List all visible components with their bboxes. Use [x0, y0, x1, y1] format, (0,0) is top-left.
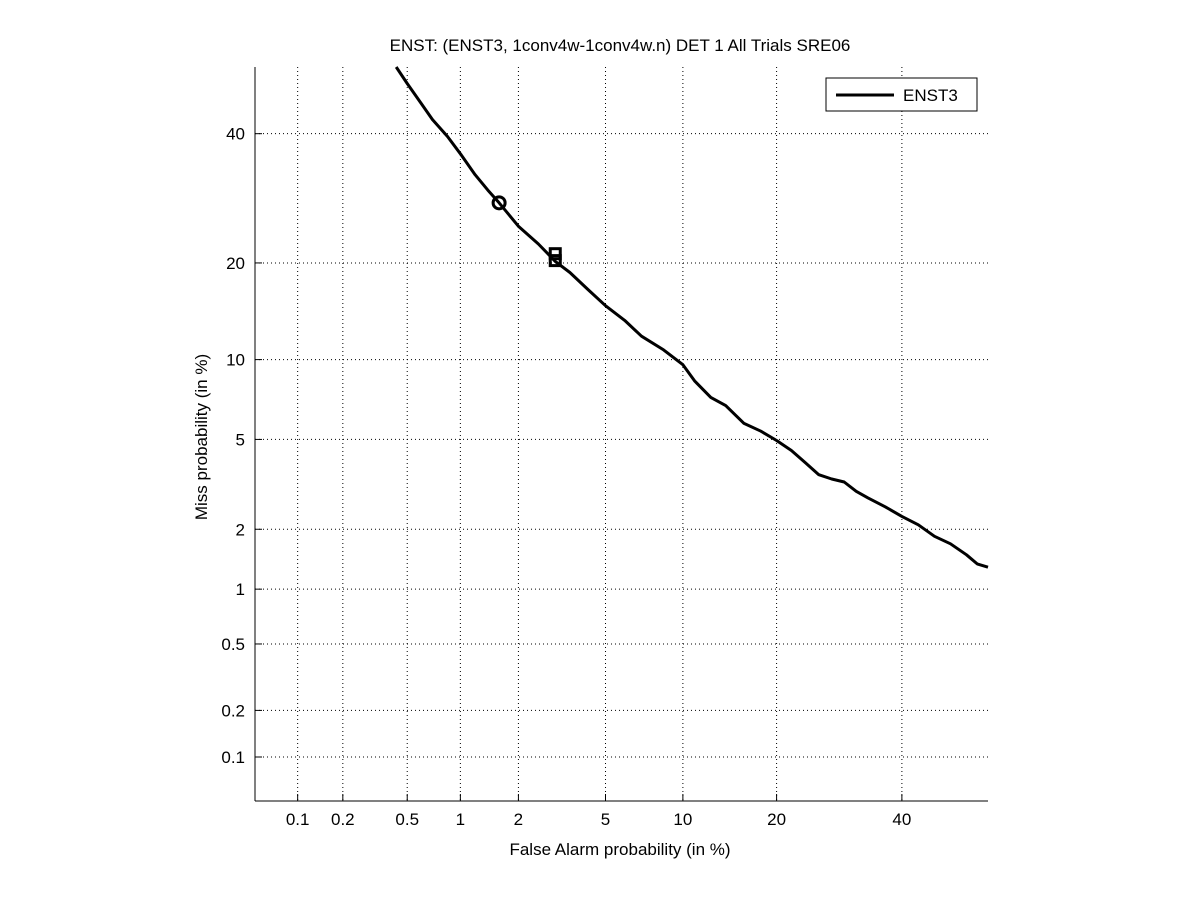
x-axis-label: False Alarm probability (in %)	[509, 840, 730, 859]
legend-label: ENST3	[903, 86, 958, 105]
marker-square-lower	[548, 254, 562, 268]
operating-point-markers	[491, 195, 562, 268]
y-tick-label: 0.5	[221, 635, 245, 654]
chart-title: ENST: (ENST3, 1conv4w-1conv4w.n) DET 1 A…	[390, 36, 851, 55]
y-axis-label: Miss probability (in %)	[192, 354, 211, 520]
y-tick-label: 1	[236, 580, 245, 599]
x-tick-label: 2	[514, 810, 523, 829]
marker-circle	[491, 195, 507, 211]
y-tick-label: 0.2	[221, 701, 245, 720]
x-axis-ticks: 0.1 0.2 0.5 1 2 5 10 20 40	[286, 794, 911, 829]
y-axis-ticks: 0.1 0.2 0.5 1 2 5 10 20 40	[221, 125, 262, 767]
y-tick-label: 2	[236, 520, 245, 539]
x-tick-label: 5	[601, 810, 610, 829]
x-tick-label: 20	[767, 810, 786, 829]
y-tick-label: 40	[226, 125, 245, 144]
plot-area	[255, 67, 988, 801]
y-tick-label: 5	[236, 430, 245, 449]
x-tick-label: 1	[456, 810, 465, 829]
x-tick-label: 0.1	[286, 810, 310, 829]
y-tick-label: 10	[226, 351, 245, 370]
y-tick-label: 20	[226, 254, 245, 273]
grid-lines	[255, 67, 988, 801]
x-tick-label: 0.2	[331, 810, 355, 829]
x-tick-label: 40	[892, 810, 911, 829]
legend: ENST3	[825, 77, 978, 112]
marker-square-upper	[548, 247, 562, 261]
y-tick-label: 0.1	[221, 748, 245, 767]
x-tick-label: 10	[673, 810, 692, 829]
series-line-enst3	[394, 66, 989, 569]
x-tick-label: 0.5	[395, 810, 419, 829]
